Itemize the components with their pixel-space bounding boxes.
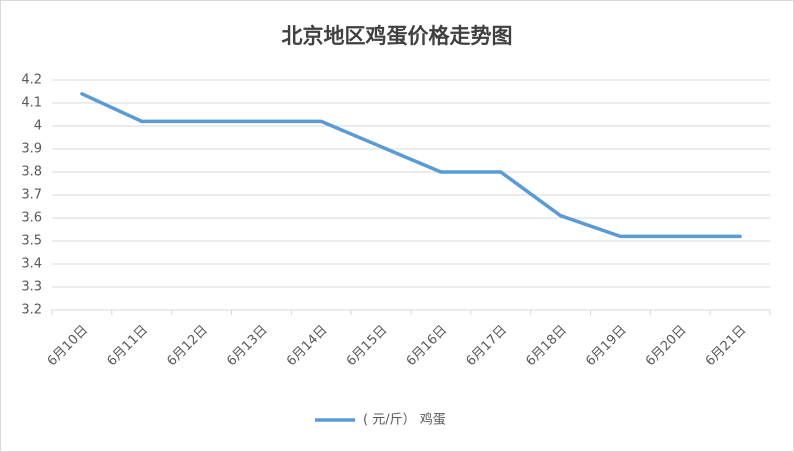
y-tick-label: 3.7	[21, 188, 42, 203]
line	[80, 92, 742, 239]
y-tick-label: 3.8	[21, 165, 42, 180]
y-tick-label: 3.3	[21, 280, 42, 295]
y-tick-label: 3.6	[21, 211, 42, 226]
chart-title: 北京地区鸡蛋价格走势图	[282, 24, 513, 48]
y-tick-label: 3.4	[21, 257, 42, 272]
y-tick-label: 4.2	[21, 73, 42, 88]
y-tick-label: 3.5	[21, 234, 42, 249]
y-tick-label: 4	[34, 119, 42, 134]
y-tick-label: 3.9	[21, 142, 42, 157]
y-tick-label: 4.1	[21, 96, 42, 111]
y-tick-label: 3.2	[21, 303, 42, 318]
legend-label: ( 元/斤） 鸡蛋	[363, 412, 446, 428]
